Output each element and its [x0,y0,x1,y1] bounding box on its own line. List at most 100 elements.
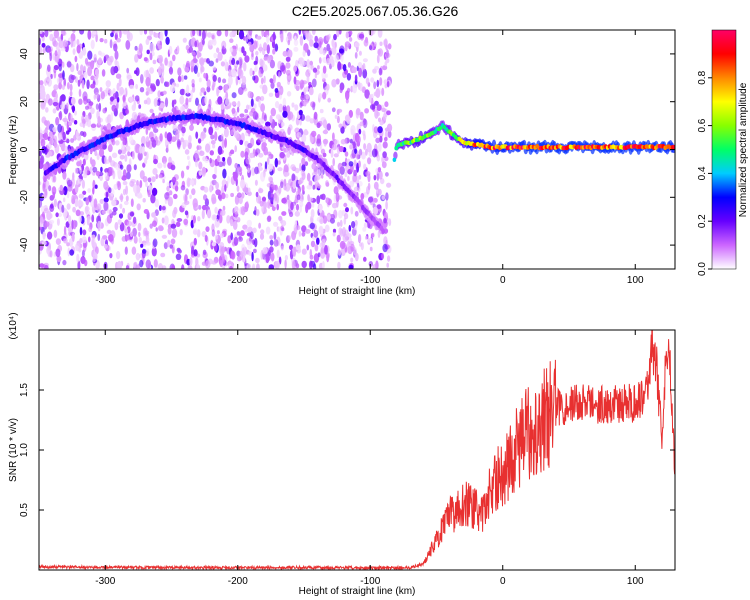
noise-blob [57,36,61,42]
noise-blob [355,108,361,116]
noise-blob [281,220,287,227]
noise-blob [93,53,97,63]
noise-blob [149,108,154,114]
noise-blob [378,48,383,57]
spectrogram-x-axis-label: Height of straight line (km) [299,286,416,297]
noise-blob [238,87,244,95]
noise-blob [316,174,321,180]
noise-blob [95,33,98,43]
noise-blob [325,197,329,204]
noise-blob [280,245,284,251]
noise-blob [125,109,129,115]
noise-blob [225,193,229,199]
noise-blob [382,65,388,71]
noise-blob [164,131,168,139]
noise-blob [66,190,70,199]
noise-blob [322,261,325,269]
noise-blob [59,95,62,106]
noise-blob [291,102,295,108]
noise-blob [299,205,303,213]
noise-blob [185,92,191,97]
snr-x-tick-label: -300 [95,576,115,587]
noise-blob [264,161,268,170]
noise-blob [250,137,255,147]
noise-blob [39,132,43,140]
noise-blob [91,237,96,247]
spectrogram-x-ticks: -300 -200 -100 0 100 [95,30,644,286]
noise-blob [299,119,302,126]
noise-blob [161,217,165,224]
noise-blob [244,228,248,233]
noise-blob [247,226,253,233]
noise-blob [196,145,199,151]
noise-blob [149,52,153,61]
noise-blob [43,132,49,141]
noise-blob [64,145,68,154]
noise-blob [85,105,89,110]
noise-blob [236,60,240,65]
noise-blob [246,219,252,227]
spectrogram-y-ticks: -40 -20 0 20 40 [19,48,675,252]
noise-blob [386,80,390,88]
noise-blob [331,107,336,113]
noise-blob [313,263,317,269]
noise-blob [224,30,229,37]
noise-blob [260,229,265,235]
noise-blob [382,141,388,149]
noise-blob [194,150,200,160]
noise-blob [94,68,99,77]
noise-blob [384,130,388,139]
noise-blob [332,232,336,237]
noise-blob [211,241,217,247]
noise-blob [72,206,76,213]
noise-blob [70,75,76,80]
noise-blob [186,165,190,170]
noise-blob [386,49,389,59]
noise-blob [75,209,81,217]
noise-blob [113,43,118,52]
noise-blob [188,46,193,53]
noise-blob [377,167,382,173]
noise-blob [354,148,358,154]
noise-blob [117,149,122,155]
noise-blob [280,65,286,72]
noise-blob [133,236,138,244]
noise-blob [324,244,328,255]
noise-blob [119,222,125,232]
snr-y-tick-label: 1.5 [19,383,30,397]
noise-blob [123,200,129,206]
noise-blob [94,150,98,157]
noise-blob [282,97,287,107]
noise-blob [293,223,298,234]
noise-blob [367,237,373,244]
noise-blob [294,35,297,42]
noise-blob [373,41,377,47]
noise-blob [143,57,148,62]
noise-blob [197,72,200,78]
noise-blob [246,232,252,237]
noise-blob [366,142,372,153]
noise-blob [109,100,113,105]
noise-blob [265,226,271,235]
noise-blob [342,64,347,72]
noise-blob [134,70,138,75]
noise-blob [138,236,142,244]
noise-blob [214,234,219,240]
noise-blob [183,139,189,147]
noise-blob [145,38,150,45]
noise-blob [262,84,268,95]
noise-blob [183,200,190,206]
noise-blob [238,166,242,173]
noise-blob [220,101,225,110]
noise-blob [382,243,388,253]
noise-blob [327,97,332,103]
noise-blob [186,177,191,188]
noise-blob [180,137,184,143]
noise-blob [41,42,46,48]
noise-blob [294,127,300,134]
noise-blob [133,183,138,194]
noise-blob [122,138,126,146]
noise-blob [212,173,217,180]
noise-blob [45,221,50,227]
noise-blob [152,220,157,227]
